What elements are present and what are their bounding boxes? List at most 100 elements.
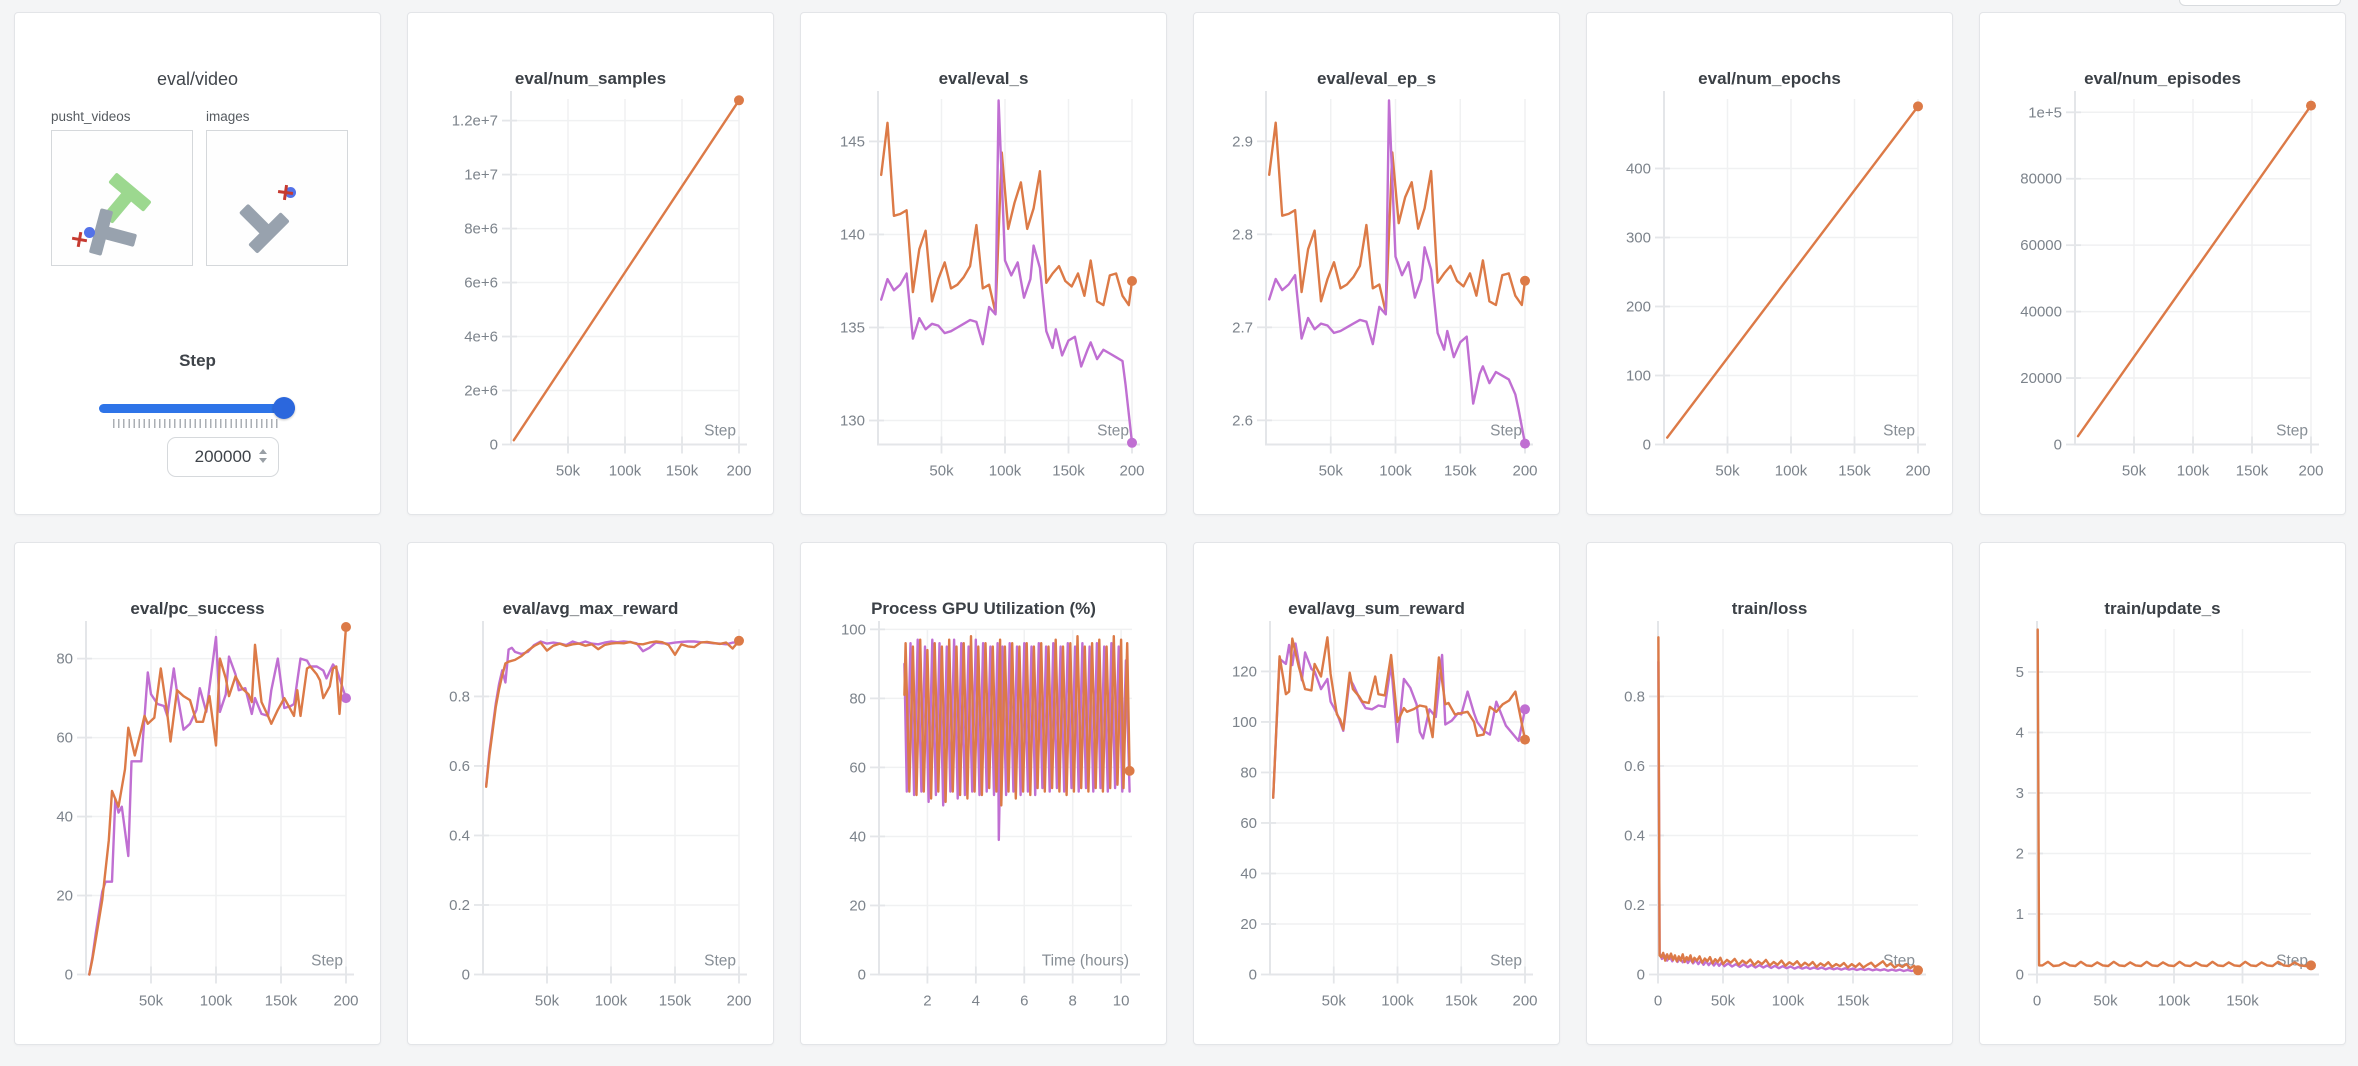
svg-text:100k: 100k	[1775, 463, 1808, 480]
line-chart-eval-avg-sum-reward[interactable]: 50k 100k 150k 200 0 20 40 60 80 100 120 Step	[1194, 543, 1559, 1044]
svg-text:100k: 100k	[609, 463, 642, 480]
svg-text:2.7: 2.7	[1232, 319, 1253, 336]
svg-text:100: 100	[1626, 367, 1651, 384]
svg-text:1.2e+7: 1.2e+7	[452, 113, 498, 130]
svg-text:100k: 100k	[2177, 463, 2210, 480]
svg-text:200: 200	[1119, 463, 1144, 480]
svg-text:0: 0	[2033, 993, 2041, 1010]
svg-text:60: 60	[849, 759, 866, 776]
panel-eval-eval-s[interactable]: eval/eval_s 50k 100k 150k 200 130 135 140 145 St…	[800, 12, 1167, 515]
panel-eval-avg-max-reward[interactable]: eval/avg_max_reward 50k 100k 150k 200 0 0.2 0.…	[407, 542, 774, 1045]
svg-text:0.4: 0.4	[449, 827, 470, 844]
svg-text:0.4: 0.4	[1624, 827, 1645, 844]
pusht-video-thumbnail[interactable]	[51, 130, 193, 266]
svg-text:Step: Step	[1883, 423, 1915, 440]
svg-text:150k: 150k	[1838, 463, 1871, 480]
panel-eval-num-epochs[interactable]: eval/num_epochs 50k 100k 150k 200 0 100 200 300…	[1586, 12, 1953, 515]
chart-title: eval/pc_success	[130, 599, 265, 618]
svg-text:0: 0	[1643, 437, 1651, 454]
svg-text:100k: 100k	[1381, 993, 1414, 1010]
svg-text:100k: 100k	[1379, 463, 1412, 480]
images-thumbnail[interactable]	[206, 130, 348, 266]
svg-text:150k: 150k	[265, 993, 298, 1010]
line-chart-eval-pc-success[interactable]: 50k 100k 150k 200 0 20 40 60 80 Step	[15, 543, 380, 1044]
panel-eval-avg-sum-reward[interactable]: eval/avg_sum_reward 50k 100k 150k 200 0 20 40 6…	[1193, 542, 1560, 1045]
svg-text:0: 0	[490, 437, 498, 454]
line-chart-eval-avg-max-reward[interactable]: 50k 100k 150k 200 0 0.2 0.4 0.6 0.8 Step	[408, 543, 773, 1044]
step-value-input[interactable]: 200000	[167, 437, 279, 477]
svg-text:60: 60	[1240, 815, 1257, 832]
svg-text:2e+6: 2e+6	[464, 383, 498, 400]
line-chart-eval-num-epochs[interactable]: 50k 100k 150k 200 0 100 200 300 400 Step	[1587, 13, 1952, 514]
stepper-arrows[interactable]	[259, 449, 267, 463]
panel-eval-num-samples[interactable]: eval/num_samples 50k 100k 150k 200 0 2e+6 4e+6…	[407, 12, 774, 515]
svg-text:3: 3	[2016, 785, 2024, 802]
step-slider-thumb[interactable]	[273, 397, 295, 419]
svg-text:40: 40	[1240, 865, 1257, 882]
panel-process-gpu-utilization[interactable]: Process GPU Utilization (%) 2 4 6 8 10 0 20 40 6…	[800, 542, 1167, 1045]
svg-text:300: 300	[1626, 229, 1651, 246]
svg-text:6e+6: 6e+6	[464, 275, 498, 292]
svg-text:50k: 50k	[139, 993, 164, 1010]
agent-dot	[84, 227, 95, 238]
step-slider-track[interactable]	[99, 404, 295, 413]
svg-text:200: 200	[1512, 463, 1537, 480]
svg-text:50k: 50k	[535, 993, 560, 1010]
svg-text:200: 200	[2298, 463, 2323, 480]
panel-train-update-s[interactable]: train/update_s 0 50k 100k 150k 0 1 2 3 4 5 Step	[1979, 542, 2346, 1045]
svg-text:50k: 50k	[556, 463, 581, 480]
svg-text:100k: 100k	[200, 993, 233, 1010]
svg-text:120: 120	[1232, 663, 1257, 680]
svg-text:Step: Step	[311, 953, 343, 970]
svg-text:100k: 100k	[595, 993, 628, 1010]
svg-text:0.8: 0.8	[1624, 688, 1645, 705]
svg-text:1e+7: 1e+7	[464, 167, 498, 184]
line-chart-eval-num-episodes[interactable]: 50k 100k 150k 200 0 20000 40000 60000 80000 1e+5 S…	[1980, 13, 2345, 514]
svg-text:200: 200	[333, 993, 358, 1010]
panel-eval-eval-ep-s[interactable]: eval/eval_ep_s 50k 100k 150k 200 2.6 2.7 2.8 2.…	[1193, 12, 1560, 515]
svg-text:150k: 150k	[1444, 463, 1477, 480]
svg-text:1e+5: 1e+5	[2028, 104, 2062, 121]
svg-text:100k: 100k	[989, 463, 1022, 480]
svg-text:2.9: 2.9	[1232, 133, 1253, 150]
step-down-icon[interactable]	[259, 458, 267, 463]
svg-text:0: 0	[858, 967, 866, 984]
chart-title: train/loss	[1731, 599, 1808, 618]
panel-eval-video[interactable]: eval/video pusht_videos images Step 2000…	[14, 12, 381, 515]
panel-eval-pc-success[interactable]: eval/pc_success 50k 100k 150k 200 0 20 40 60 80 S…	[14, 542, 381, 1045]
panel-eval-num-episodes[interactable]: eval/num_episodes 50k 100k 150k 200 0 20000 40…	[1979, 12, 2346, 515]
chart-title: train/update_s	[2104, 599, 2221, 618]
step-value: 200000	[194, 447, 252, 466]
svg-text:Time (hours): Time (hours)	[1042, 953, 1129, 970]
chart-title: eval/num_episodes	[2084, 69, 2241, 88]
svg-text:Step: Step	[1490, 953, 1522, 970]
svg-text:80000: 80000	[2020, 171, 2062, 188]
line-chart-eval-eval-ep-s[interactable]: 50k 100k 150k 200 2.6 2.7 2.8 2.9 Step	[1194, 13, 1559, 514]
svg-text:Step: Step	[704, 423, 736, 440]
svg-text:5: 5	[2016, 664, 2024, 681]
svg-text:150k: 150k	[659, 993, 692, 1010]
panel-train-loss[interactable]: train/loss 0 50k 100k 150k 0 0.2 0.4 0.6 0.8 Step	[1586, 542, 1953, 1045]
svg-text:150k: 150k	[2226, 993, 2259, 1010]
line-chart-eval-eval-s[interactable]: 50k 100k 150k 200 130 135 140 145 Step	[801, 13, 1166, 514]
svg-text:2: 2	[2016, 845, 2024, 862]
target-cross	[71, 231, 88, 248]
svg-text:10: 10	[1113, 993, 1130, 1010]
chart-title: eval/avg_max_reward	[502, 599, 679, 618]
svg-text:200: 200	[1512, 993, 1537, 1010]
pusht-block-tee-shape	[226, 190, 290, 254]
svg-text:20: 20	[1240, 916, 1257, 933]
media-card-images: images	[206, 109, 348, 266]
svg-text:2.6: 2.6	[1232, 412, 1253, 429]
svg-text:140: 140	[840, 226, 865, 243]
step-up-icon[interactable]	[259, 449, 267, 454]
line-chart-eval-num-samples[interactable]: 50k 100k 150k 200 0 2e+6 4e+6 6e+6 8e+6 1e+7 1.2e+…	[408, 13, 773, 514]
media-card-pusht-videos: pusht_videos	[51, 109, 193, 266]
svg-text:40: 40	[56, 809, 73, 826]
svg-text:135: 135	[840, 319, 865, 336]
target-cross	[277, 184, 294, 201]
svg-text:0: 0	[1654, 993, 1662, 1010]
